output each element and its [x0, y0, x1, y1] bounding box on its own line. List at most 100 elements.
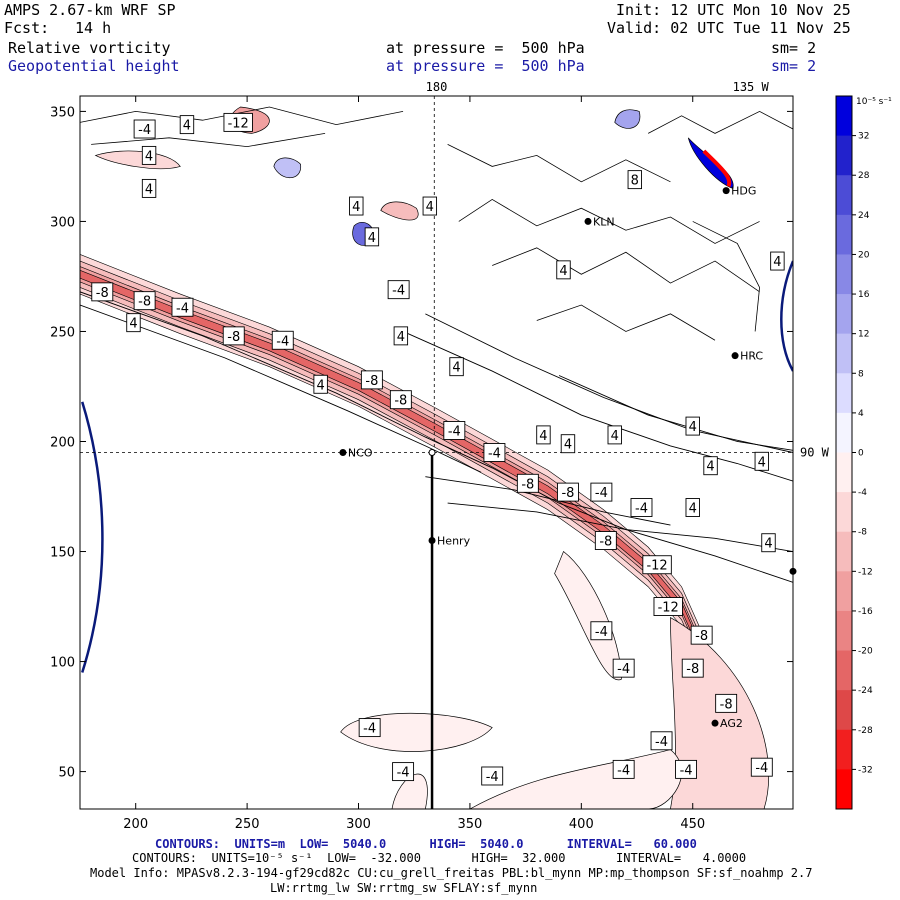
x-tick-label-350: 350 — [458, 817, 483, 832]
colorbar-segment-1 — [836, 136, 852, 176]
colorbar-segment-16 — [836, 730, 852, 770]
colorbar-units: 10⁻⁵ s⁻¹ — [856, 97, 892, 107]
contour-label-2: -12 — [228, 116, 249, 131]
colorbar-tick-label-9: -4 — [858, 488, 867, 498]
colorbar-tick-label-0: 32 — [858, 132, 869, 142]
x-tick-label-200: 200 — [123, 817, 148, 832]
contour-label-13: -8 — [227, 330, 240, 345]
station-dot-KLN — [585, 218, 592, 225]
contour-label-45: -4 — [617, 763, 630, 778]
contour-label-32: 4 — [689, 502, 697, 517]
x-tick-label-250: 250 — [235, 817, 260, 832]
contour-label-29: -8 — [561, 486, 574, 501]
station-dot-Henry — [429, 537, 436, 544]
x-tick-label-300: 300 — [346, 817, 371, 832]
contour-label-38: -8 — [695, 629, 708, 644]
contour-label-47: -4 — [755, 761, 768, 776]
contour-label-31: -4 — [635, 502, 648, 517]
y-tick-label-100: 100 — [50, 656, 75, 671]
contour-label-15: 4 — [397, 330, 405, 345]
contour-label-35: 4 — [764, 537, 772, 552]
station-label-AG2: AG2 — [720, 717, 743, 730]
contour-label-49: 8 — [631, 174, 639, 189]
contour-label-48: -4 — [486, 770, 499, 785]
contour-label-3: 4 — [145, 149, 153, 164]
colorbar-tick-label-15: -28 — [858, 726, 873, 736]
station-label-HDG: HDG — [731, 185, 756, 198]
colorbar-segment-11 — [836, 532, 852, 572]
colorbar-tick-label-1: 28 — [858, 171, 870, 181]
contour-label-41: -8 — [720, 697, 733, 712]
station-label-HRC: HRC — [740, 350, 763, 363]
colorbar-tick-label-2: 24 — [858, 211, 870, 221]
model-info-physics: LW:rrtmg_lw SW:rrtmg_sw SFLAY:sf_mynn — [270, 881, 537, 895]
contour-label-34: -12 — [646, 559, 667, 574]
colorbar-tick-label-14: -24 — [858, 686, 873, 696]
colorbar-segment-0 — [836, 96, 852, 136]
contour-label-9: -8 — [96, 286, 109, 301]
contour-label-50: 4 — [559, 264, 567, 279]
height-contour-info: CONTOURS: UNITS=m LOW= 5040.0 HIGH= 5040… — [155, 837, 697, 851]
contour-label-44: -4 — [655, 735, 668, 750]
y-tick-label-350: 350 — [50, 105, 75, 120]
station-dot-HDG — [723, 187, 730, 194]
colorbar-segment-14 — [836, 651, 852, 691]
contour-label-10: -8 — [138, 295, 151, 310]
colorbar-tick-label-4: 16 — [858, 290, 870, 300]
contour-label-18: 4 — [316, 378, 324, 393]
contour-label-7: 4 — [368, 231, 376, 246]
colorbar-segment-8 — [836, 413, 852, 453]
contour-label-30: -4 — [595, 486, 608, 501]
contour-label-43: -4 — [397, 766, 410, 781]
contour-label-51: 4 — [773, 255, 781, 270]
colorbar-tick-label-13: -20 — [858, 647, 873, 657]
colorbar-tick-label-16: -32 — [858, 765, 873, 775]
contour-label-6: 4 — [426, 200, 434, 215]
colorbar-segment-13 — [836, 611, 852, 651]
contour-label-46: -4 — [680, 763, 693, 778]
colorbar: 322824201612840-4-8-12-16-20-24-28-3210⁻… — [836, 96, 892, 810]
meridian-label-1: 135 W — [733, 80, 770, 94]
y-tick-label-150: 150 — [50, 546, 75, 561]
parallel-label: 90 W — [800, 446, 830, 460]
contour-label-25: 4 — [689, 420, 697, 435]
colorbar-tick-label-12: -16 — [858, 607, 873, 617]
colorbar-segment-12 — [836, 571, 852, 611]
x-tick-label-400: 400 — [569, 817, 594, 832]
contour-label-8: -4 — [392, 284, 405, 299]
contour-label-19: -8 — [394, 394, 407, 409]
station-label-NCO: NCO — [348, 447, 373, 460]
colorbar-tick-label-8: 0 — [858, 449, 864, 459]
contour-label-1: 4 — [183, 119, 191, 134]
station-dot-NCO — [339, 449, 346, 456]
contour-label-37: -4 — [595, 625, 608, 640]
contour-label-26: 4 — [758, 455, 766, 470]
contour-label-42: -4 — [363, 722, 376, 737]
colorbar-tick-label-6: 8 — [858, 369, 864, 379]
contour-label-39: -4 — [617, 662, 630, 677]
colorbar-segment-17 — [836, 769, 852, 809]
y-tick-label-300: 300 — [50, 215, 75, 230]
contour-label-22: 4 — [539, 429, 547, 444]
contour-label-12: 4 — [129, 317, 137, 332]
meridian-label-0: 180 — [426, 80, 448, 94]
station-label-KLN: KLN — [593, 215, 615, 228]
colorbar-segment-6 — [836, 334, 852, 374]
x-tick-label-450: 450 — [680, 817, 705, 832]
contour-label-4: 4 — [145, 182, 153, 197]
contour-label-40: -8 — [686, 662, 699, 677]
colorbar-segment-3 — [836, 215, 852, 255]
contour-label-5: 4 — [352, 200, 360, 215]
colorbar-tick-label-10: -8 — [858, 528, 867, 538]
contour-label-0: -4 — [138, 123, 151, 138]
contour-label-21: -4 — [488, 447, 501, 462]
colorbar-segment-2 — [836, 175, 852, 215]
colorbar-tick-label-5: 12 — [858, 330, 869, 340]
contour-label-14: -4 — [276, 334, 289, 349]
station-label-Henry: Henry — [437, 535, 471, 548]
contour-label-28: -8 — [521, 477, 534, 492]
colorbar-segment-9 — [836, 453, 852, 493]
colorbar-tick-label-11: -12 — [858, 567, 873, 577]
contour-label-36: -12 — [658, 601, 679, 616]
contour-label-16: 4 — [452, 361, 460, 376]
